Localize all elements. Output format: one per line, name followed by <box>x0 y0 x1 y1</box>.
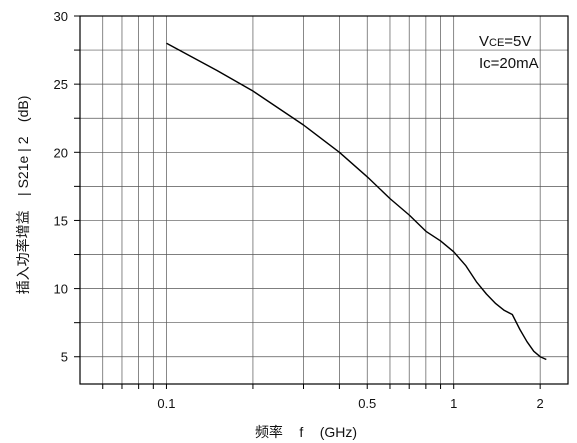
x-axis-title-cjk: 频率 <box>255 424 283 441</box>
x-tick-label: 0.5 <box>358 396 376 411</box>
x-axis-title-symbol: f <box>299 424 303 440</box>
x-tick-label: 2 <box>537 396 544 411</box>
plot-frame <box>79 15 569 385</box>
y-tick-label: 15 <box>54 213 68 228</box>
y-axis-title-cjk: 插入功率增益 <box>15 210 32 294</box>
y-tick-label: 5 <box>61 350 68 365</box>
y-axis-title-unit: (dB) <box>15 96 31 122</box>
ticks <box>74 15 541 389</box>
grid <box>80 15 568 384</box>
y-tick-label: 10 <box>54 282 68 297</box>
x-tick-label: 0.1 <box>157 396 175 411</box>
y-axis-title: 插入功率增益 | S21e | 2 (dB) <box>15 96 32 295</box>
plot-area <box>166 42 547 361</box>
series-line-1 <box>166 42 547 361</box>
x-axis-title-unit: (GHz) <box>320 424 357 440</box>
annotation-ic: Ic=20mA <box>479 55 539 72</box>
annotation-vce: VCE=5V <box>479 33 531 50</box>
x-tick-label: 1 <box>450 396 457 411</box>
y-tick-label: 25 <box>54 77 68 92</box>
y-axis-title-symbol: | S21e | 2 <box>15 136 31 196</box>
x-axis-title: 频率 f (GHz) <box>255 424 357 441</box>
y-tick-label: 30 <box>54 9 68 24</box>
y-tick-label: 20 <box>54 145 68 160</box>
svg-text:插入功率增益 | S21e | 2: 插入功率增益 | S21e | 2 (dB) <box>15 96 32 295</box>
